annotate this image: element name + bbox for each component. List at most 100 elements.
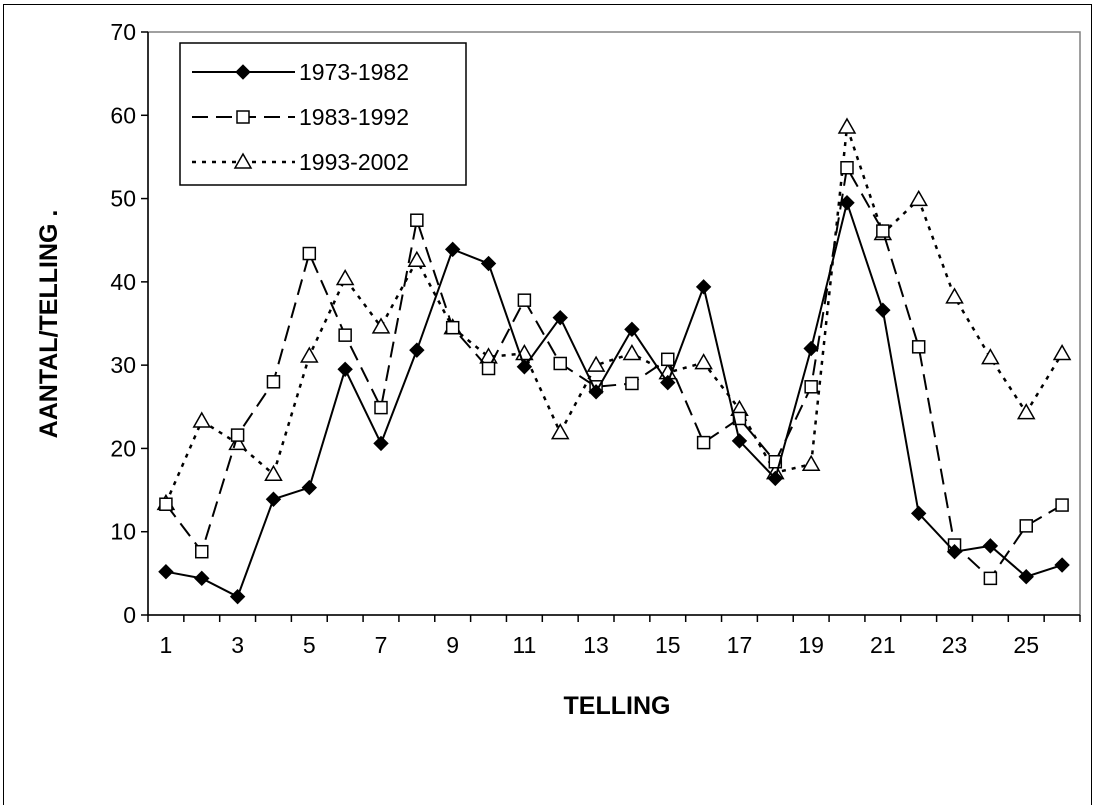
diamond-marker bbox=[624, 321, 640, 338]
square-marker bbox=[804, 380, 818, 394]
y-tick-label: 10 bbox=[110, 519, 136, 545]
legend-label: 1973-1982 bbox=[299, 59, 409, 85]
legend-label: 1993-2002 bbox=[299, 149, 409, 175]
diamond-marker bbox=[695, 279, 712, 295]
series-line bbox=[165, 164, 1063, 580]
triangle-marker bbox=[945, 287, 964, 304]
x-tick-label: 13 bbox=[583, 632, 609, 658]
square-marker bbox=[445, 320, 460, 335]
square-marker bbox=[983, 571, 998, 586]
diamond-marker bbox=[1054, 557, 1070, 573]
square-marker bbox=[338, 328, 352, 342]
x-tick-label: 19 bbox=[798, 632, 824, 658]
triangle-marker bbox=[801, 454, 821, 472]
diamond-marker bbox=[660, 374, 676, 391]
triangle-marker bbox=[1016, 403, 1036, 420]
triangle-marker bbox=[300, 346, 319, 363]
triangle-marker bbox=[335, 269, 355, 286]
square-marker bbox=[1055, 498, 1069, 512]
diamond-marker bbox=[194, 570, 210, 587]
legend-label: 1983-1992 bbox=[299, 104, 409, 130]
diamond-marker bbox=[301, 479, 318, 496]
square-marker bbox=[410, 213, 424, 227]
y-axis: 0 10 20 30 40 50 60 70 bbox=[110, 19, 149, 628]
chart-frame bbox=[3, 4, 1092, 805]
square-marker bbox=[195, 544, 209, 559]
triangle-marker bbox=[909, 189, 928, 207]
diamond-marker bbox=[1018, 568, 1034, 585]
diamond-marker bbox=[265, 491, 282, 507]
x-tick-label: 17 bbox=[727, 632, 753, 658]
square-marker bbox=[840, 161, 854, 175]
x-axis: 1 3 5 7 9 11 13 15 17 19 21 23 25 bbox=[147, 614, 1081, 658]
diamond-marker bbox=[803, 340, 819, 357]
diamond-marker bbox=[910, 505, 927, 522]
x-axis-title: TELLING bbox=[564, 692, 671, 720]
diamond-marker bbox=[373, 435, 389, 452]
triangle-marker bbox=[694, 353, 713, 370]
square-marker bbox=[266, 375, 281, 389]
y-tick-label: 0 bbox=[123, 602, 136, 628]
square-marker bbox=[696, 435, 711, 450]
diamond-marker bbox=[158, 563, 174, 580]
x-tick-label: 15 bbox=[655, 632, 681, 658]
diamond-marker bbox=[731, 433, 748, 449]
triangle-marker bbox=[837, 117, 857, 134]
legend-item: 1973-1982 bbox=[192, 59, 409, 85]
diamond-marker bbox=[229, 588, 246, 605]
square-marker bbox=[625, 376, 639, 391]
square-marker bbox=[911, 340, 926, 354]
x-tick-label: 23 bbox=[942, 632, 968, 658]
diamond-marker bbox=[982, 538, 999, 554]
square-marker bbox=[876, 224, 890, 238]
diamond-marker bbox=[946, 543, 963, 560]
x-tick-label: 25 bbox=[1013, 632, 1039, 658]
diamond-marker bbox=[480, 255, 497, 272]
series-1983-1992 bbox=[159, 161, 1069, 586]
square-marker bbox=[236, 110, 250, 124]
diamond-marker bbox=[875, 302, 891, 318]
diamond-marker bbox=[552, 309, 568, 326]
square-marker bbox=[481, 361, 496, 376]
legend-box bbox=[179, 42, 467, 186]
diamond-marker bbox=[839, 195, 855, 211]
triangle-marker bbox=[264, 464, 283, 481]
triangle-marker bbox=[586, 355, 606, 372]
diamond-marker bbox=[767, 470, 784, 487]
square-marker bbox=[553, 356, 567, 371]
square-marker bbox=[1019, 519, 1033, 533]
legend-item: 1993-2002 bbox=[192, 149, 409, 175]
square-marker bbox=[517, 293, 532, 307]
triangle-marker bbox=[1052, 343, 1072, 361]
y-tick-label: 60 bbox=[110, 102, 136, 128]
legend-item: 1983-1992 bbox=[192, 104, 409, 130]
y-tick-label: 30 bbox=[110, 352, 136, 378]
legend: 1973-1982 1983-1992 1993-2002 bbox=[179, 42, 467, 186]
diamond-marker bbox=[516, 359, 533, 375]
x-tick-label: 5 bbox=[303, 632, 316, 658]
triangle-marker bbox=[407, 250, 427, 267]
square-marker bbox=[302, 246, 317, 261]
diamond-marker bbox=[235, 64, 251, 80]
x-tick-label: 7 bbox=[375, 632, 388, 658]
diamond-marker bbox=[409, 342, 425, 358]
diamond-marker bbox=[337, 361, 353, 378]
diamond-marker bbox=[444, 241, 461, 258]
triangle-marker bbox=[233, 152, 253, 169]
y-axis-title: AANTAL/TELLING . bbox=[35, 210, 63, 439]
triangle-marker bbox=[622, 343, 642, 361]
triangle-marker bbox=[371, 317, 391, 334]
square-marker bbox=[661, 352, 675, 367]
square-marker bbox=[230, 428, 245, 442]
y-tick-label: 50 bbox=[110, 186, 136, 212]
y-tick-label: 70 bbox=[110, 19, 136, 45]
square-marker bbox=[159, 497, 173, 511]
triangle-marker bbox=[981, 348, 1000, 365]
diamond-marker bbox=[588, 384, 604, 400]
series-line bbox=[165, 199, 1063, 599]
x-tick-label: 3 bbox=[231, 632, 244, 658]
x-tick-label: 11 bbox=[512, 632, 536, 658]
triangle-marker bbox=[550, 423, 570, 440]
x-tick-label: 21 bbox=[870, 632, 896, 658]
